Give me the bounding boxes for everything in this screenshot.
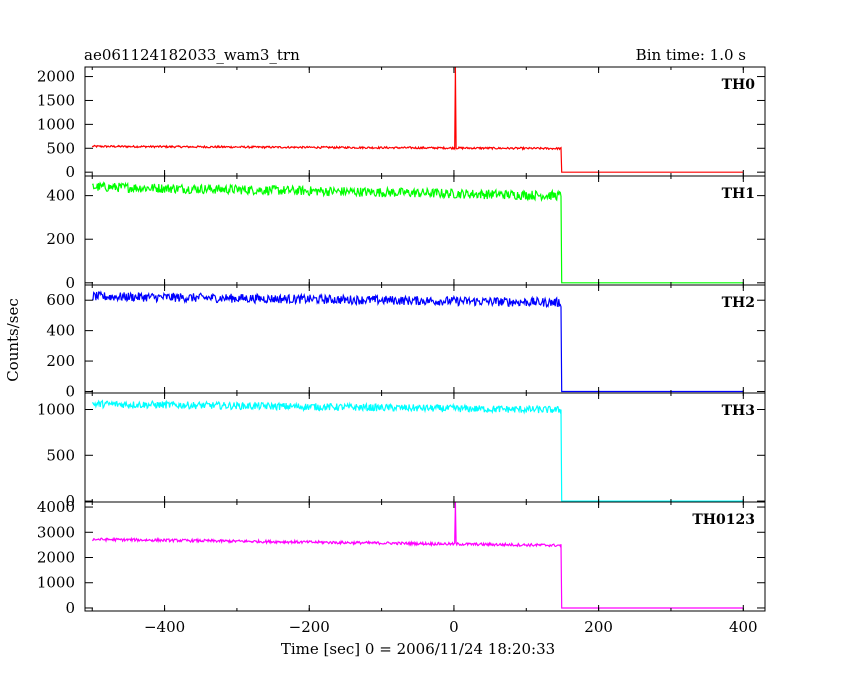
series-line-th3 [92, 399, 744, 502]
chart-title: ae061124182033_wam3_trn [84, 46, 300, 64]
panel-frame [84, 66, 766, 177]
panel-th3: 0 500 1000 TH3 [37, 392, 766, 510]
x-tick-label: −200 [289, 618, 330, 636]
panel-frame [84, 501, 766, 612]
y-tick-label: 200 [46, 230, 75, 248]
y-tick-label: 0 [65, 274, 75, 292]
y-tick-label: 1000 [37, 400, 75, 418]
series-line-th1 [92, 181, 744, 284]
y-tick-label: 0 [65, 599, 75, 617]
x-axis-label: Time [sec] 0 = 2006/11/24 18:20:33 [281, 640, 555, 658]
y-tick-label: 1000 [37, 574, 75, 592]
y-tick-label: 0 [65, 492, 75, 510]
panel-th2: 0 200 400 600 TH2 [46, 284, 766, 400]
series-line-th0123 [92, 501, 744, 609]
series-line-th2 [91, 290, 744, 393]
series-line-th0 [91, 66, 744, 173]
panel-th1: 0 200 400 TH1 [46, 175, 766, 292]
y-tick-label: 4000 [37, 498, 75, 516]
y-tick-label: 2000 [37, 68, 75, 86]
channel-label-th3: TH3 [722, 403, 755, 419]
y-tick-label: 500 [46, 446, 75, 464]
bin-time-label: Bin time: 1.0 s [636, 46, 746, 64]
panel-frame [84, 284, 766, 394]
panels: 0 500 1000 1500 2000 TH0 0 200 400 TH1 0 200 400 600 T… [37, 66, 766, 617]
y-tick-label: 500 [46, 139, 75, 157]
y-tick-label: 0 [65, 382, 75, 400]
y-tick-label: 400 [46, 322, 75, 340]
channel-label-th2: TH2 [722, 295, 755, 311]
panel-frame [84, 175, 766, 286]
y-tick-label: 2000 [37, 549, 75, 567]
y-axis-label: Counts/sec [4, 298, 22, 382]
channel-label-th0123: TH0123 [692, 512, 755, 528]
channel-label-th0: TH0 [722, 77, 756, 93]
x-axis: −400 −200 0 200 400 [144, 618, 758, 636]
panel-th0123: 0 1000 2000 3000 4000 TH0123 [37, 498, 766, 617]
y-tick-label: 1000 [37, 115, 75, 133]
x-tick-label: 400 [729, 618, 758, 636]
y-tick-label: 400 [46, 187, 75, 205]
channel-label-th1: TH1 [722, 186, 755, 202]
panel-th0: 0 500 1000 1500 2000 TH0 [37, 66, 766, 181]
x-tick-label: 0 [449, 618, 459, 636]
y-tick-label: 200 [46, 352, 75, 370]
y-tick-label: 600 [46, 291, 75, 309]
y-tick-label: 1500 [37, 91, 75, 109]
x-tick-label: −400 [144, 618, 185, 636]
x-tick-label: 200 [584, 618, 613, 636]
y-tick-label: 0 [65, 163, 75, 181]
y-tick-label: 3000 [37, 523, 75, 541]
